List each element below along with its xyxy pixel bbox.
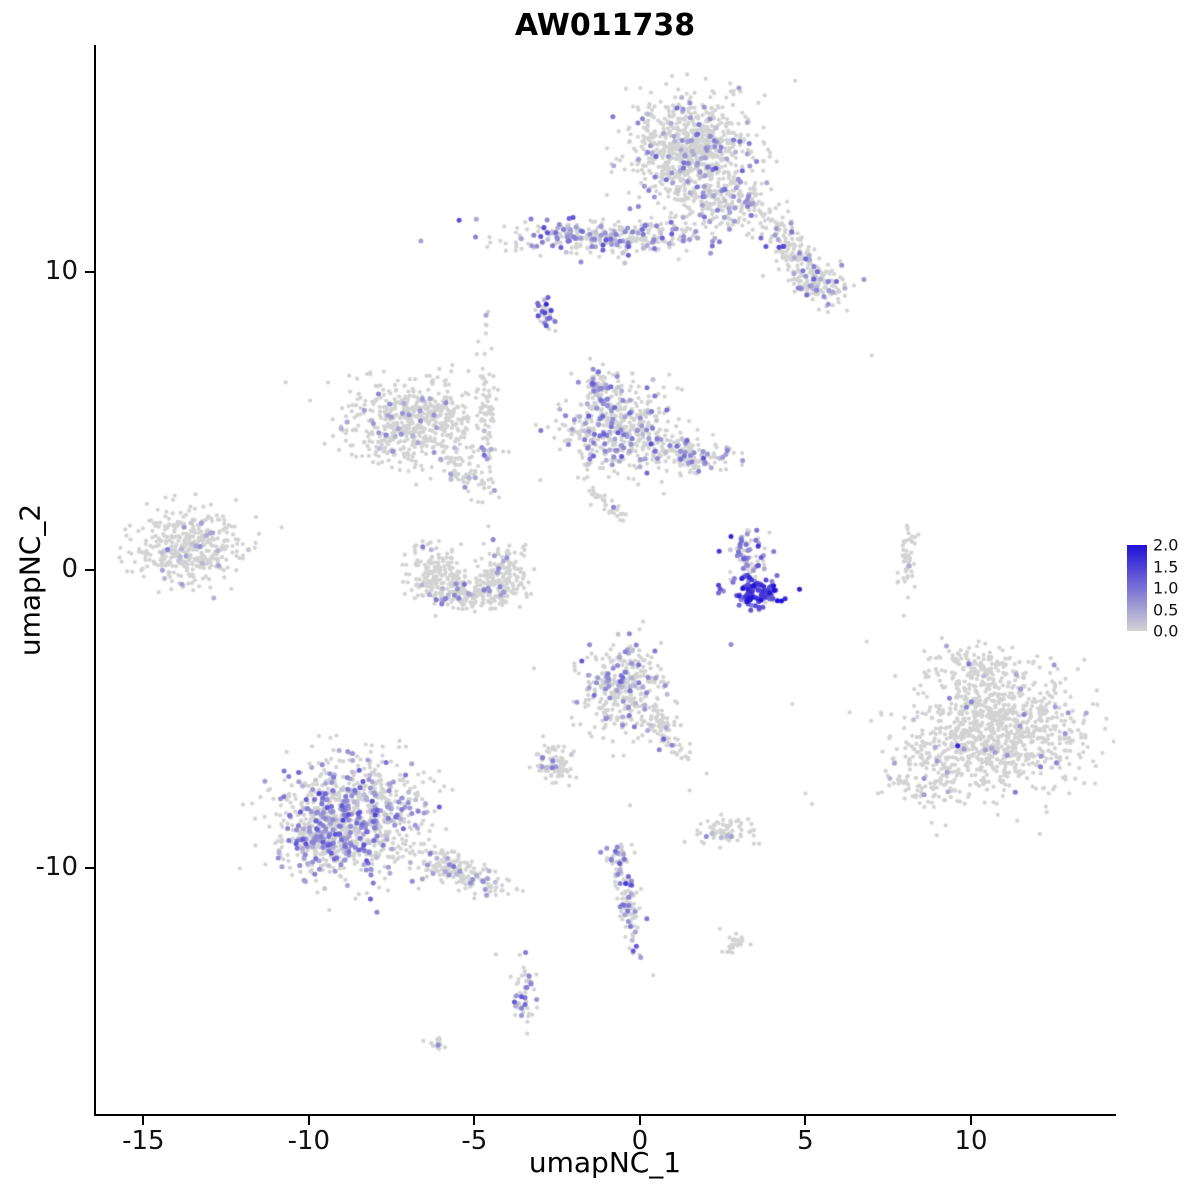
- legend-tick-label: 2.0: [1153, 535, 1179, 555]
- x-tick-label: -15: [122, 1126, 165, 1156]
- x-axis-line: [94, 1114, 1116, 1116]
- x-tick-mark: [473, 1116, 476, 1125]
- x-tick-mark: [804, 1116, 807, 1125]
- legend-tick-label: 0.5: [1153, 600, 1179, 619]
- x-tick-label: 5: [797, 1126, 814, 1156]
- x-tick-mark: [969, 1116, 972, 1125]
- legend-tick-label: 0.0: [1153, 621, 1179, 641]
- x-tick-label: -10: [287, 1126, 331, 1156]
- y-tick-label: -10: [35, 851, 78, 882]
- y-tick-mark: [85, 271, 94, 274]
- legend-tick-label: 1.5: [1153, 557, 1179, 576]
- y-axis-line: [94, 45, 96, 1116]
- x-tick-label: 10: [954, 1126, 988, 1156]
- legend-tick-label: 1.0: [1153, 578, 1179, 598]
- x-tick-mark: [638, 1116, 641, 1125]
- y-tick-label: 10: [44, 256, 78, 287]
- legend-gradient-bar: [1127, 545, 1147, 631]
- y-tick-mark: [85, 569, 94, 572]
- x-tick-mark: [142, 1116, 145, 1125]
- y-tick-mark: [85, 866, 94, 869]
- x-tick-mark: [307, 1116, 310, 1125]
- x-tick-label: -5: [461, 1126, 488, 1156]
- x-tick-label: 0: [631, 1126, 649, 1156]
- x-axis-title: umapNC_1: [528, 1146, 682, 1179]
- y-tick-label: 0: [61, 554, 78, 585]
- y-axis-title: umapNC_2: [13, 503, 47, 657]
